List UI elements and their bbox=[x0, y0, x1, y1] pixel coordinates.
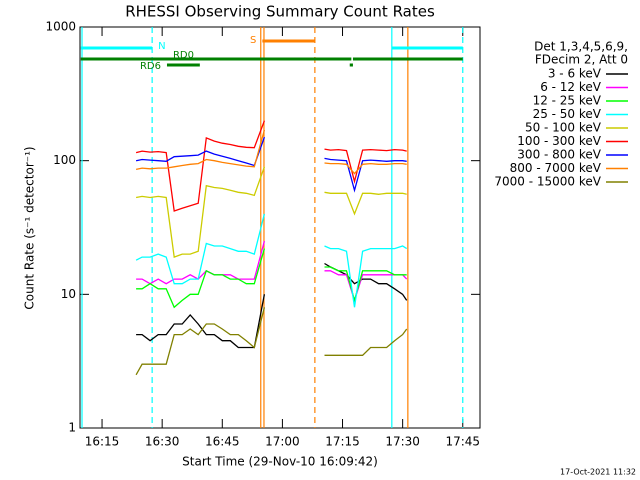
legend-label: 800 - 7000 keV bbox=[510, 161, 602, 175]
x-tick-label: 16:45 bbox=[205, 435, 240, 449]
legend-label: 3 - 6 keV bbox=[548, 67, 602, 81]
flag-label: RD0 bbox=[173, 50, 194, 61]
y-tick-label: 100 bbox=[53, 153, 76, 167]
x-tick-label: 16:15 bbox=[85, 435, 120, 449]
series-line bbox=[135, 120, 407, 212]
flag-label: S bbox=[250, 35, 256, 46]
y-tick-label: 1 bbox=[68, 421, 76, 435]
x-tick-label: 17:00 bbox=[265, 435, 300, 449]
flag-label: RD6 bbox=[140, 61, 161, 72]
legend-header: FDecim 2, Att 0 bbox=[535, 53, 628, 67]
legend-label: 100 - 300 keV bbox=[517, 134, 601, 148]
footer: 17-Oct-2021 11:32 bbox=[560, 468, 636, 477]
legend-label: 6 - 12 keV bbox=[540, 80, 602, 94]
legend-header: Det 1,3,4,5,6,9, bbox=[534, 40, 628, 54]
x-tick-label: 17:15 bbox=[325, 435, 360, 449]
legend-label: 25 - 50 keV bbox=[533, 107, 602, 121]
x-tick-label: 17:45 bbox=[445, 435, 480, 449]
plot-frame bbox=[79, 26, 481, 429]
y-tick-label: 10 bbox=[61, 287, 76, 301]
series-line bbox=[136, 248, 407, 309]
y-tick-label: 1000 bbox=[45, 20, 76, 34]
y-axis-label: Count Rate (s⁻¹ detector⁻¹) bbox=[23, 146, 37, 309]
series-line bbox=[135, 136, 407, 193]
legend-label: 7000 - 15000 keV bbox=[494, 175, 601, 189]
chart-title: RHESSI Observing Summary Count Rates bbox=[125, 3, 435, 21]
legend-label: 300 - 800 keV bbox=[517, 148, 601, 162]
legend-label: 50 - 100 keV bbox=[525, 121, 602, 135]
flag-label: N bbox=[158, 41, 165, 52]
x-tick-label: 16:30 bbox=[145, 435, 180, 449]
series-line bbox=[135, 307, 408, 376]
legend-label: 12 - 25 keV bbox=[533, 94, 602, 108]
series-line bbox=[135, 166, 407, 258]
x-axis-label: Start Time (29-Nov-10 16:09:42) bbox=[182, 455, 378, 469]
x-tick-label: 17:30 bbox=[385, 435, 420, 449]
series-line bbox=[135, 213, 408, 308]
series-line bbox=[135, 129, 407, 175]
